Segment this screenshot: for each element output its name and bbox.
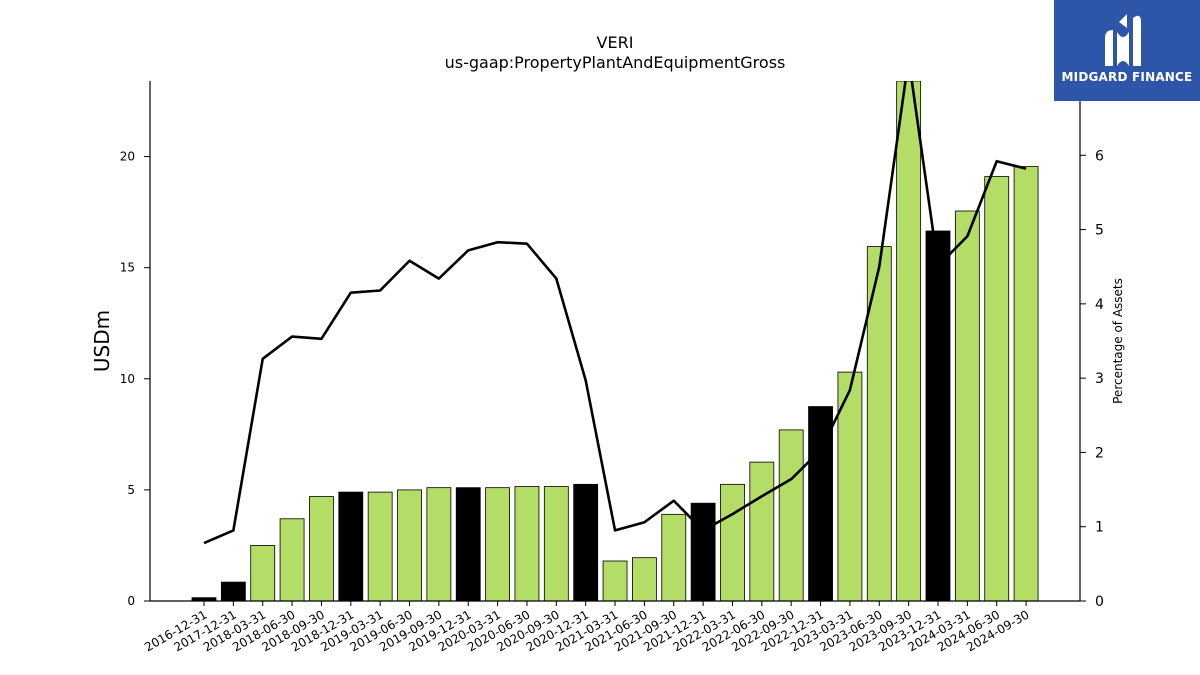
bar-2021-09-30 <box>661 513 687 601</box>
bar-2024-03-31 <box>954 210 980 601</box>
bar-2019-12-31 <box>455 487 481 601</box>
y-axis-label-left: USDm <box>90 310 114 372</box>
y-tick-label-left: 15 <box>120 261 135 275</box>
bar-2022-09-30 <box>778 429 804 601</box>
chart-subtitle: us-gaap:PropertyPlantAndEquipmentGross <box>445 53 786 72</box>
line-group <box>203 81 1027 545</box>
bar-2018-09-30 <box>309 496 334 601</box>
logo-mark-icon <box>1105 14 1141 66</box>
midgard-finance-logo: MIDGARD FINANCE <box>1054 0 1200 101</box>
bar-2018-06-30 <box>279 518 305 601</box>
bar-2020-03-31 <box>485 487 511 601</box>
bar-2021-03-31 <box>602 560 628 601</box>
bar-2019-06-30 <box>397 489 422 601</box>
bar-2020-12-31 <box>573 483 599 601</box>
bar-2021-12-31 <box>690 502 716 601</box>
y-tick-label-right: 0 <box>1095 594 1104 610</box>
bar-2022-06-30 <box>749 461 775 601</box>
logo-text: MIDGARD FINANCE <box>1061 70 1193 84</box>
y-axis-label-right: Percentage of Assets <box>1111 278 1125 404</box>
series-line <box>203 81 1027 545</box>
bar-2024-09-30 <box>1013 166 1039 601</box>
y-tick-label-left: 10 <box>120 372 135 386</box>
bar-2023-09-30 <box>896 81 922 601</box>
y-tick-label-right: 3 <box>1095 371 1104 387</box>
bar-2022-03-31 <box>720 483 745 601</box>
bar-2023-12-31 <box>925 230 951 601</box>
y-tick-label-right: 2 <box>1095 445 1104 461</box>
bar-2019-09-30 <box>426 487 452 601</box>
bar-2018-03-31 <box>250 545 276 601</box>
y-tick-label-right: 6 <box>1095 148 1104 164</box>
bar-group <box>191 81 1039 601</box>
y-tick-label-left: 5 <box>127 483 135 497</box>
bar-2019-03-31 <box>367 491 393 601</box>
y-tick-label-left: 20 <box>120 150 135 164</box>
y-tick-label-right: 1 <box>1095 520 1104 536</box>
bar-2018-12-31 <box>338 491 364 601</box>
bar-2024-06-30 <box>984 176 1010 601</box>
y-tick-label-right: 4 <box>1095 297 1104 313</box>
y-tick-label-right: 5 <box>1095 223 1104 239</box>
bar-2021-06-30 <box>632 557 657 601</box>
chart-title: VERI <box>597 33 634 52</box>
bar-2020-09-30 <box>543 486 569 601</box>
y-tick-label-left: 0 <box>127 594 135 608</box>
bar-2020-06-30 <box>514 486 540 601</box>
bar-2022-12-31 <box>808 406 833 601</box>
bar-2023-03-31 <box>837 371 863 601</box>
bar-2017-12-31 <box>220 581 246 601</box>
